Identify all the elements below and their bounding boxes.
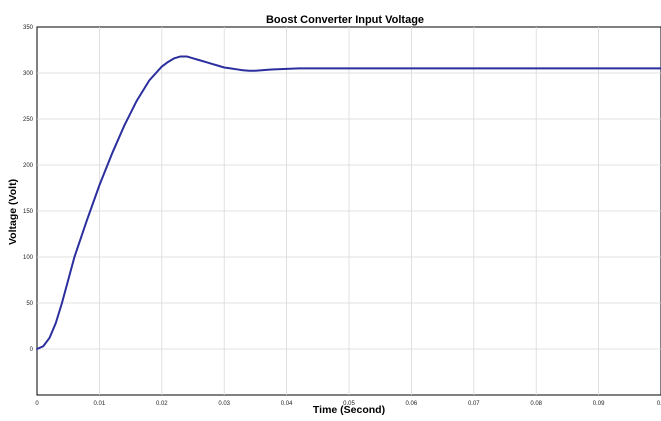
y-tick-label: 50 bbox=[26, 301, 33, 307]
tick-labels: 0 0.01 0.02 0.03 0.04 0.05 0.06 0.07 0.08 0.09 0.1… bbox=[23, 25, 661, 407]
x-tick-label: 0.1 bbox=[657, 401, 661, 407]
x-tick-label: 0.07 bbox=[468, 401, 480, 407]
y-tick-label: 250 bbox=[23, 117, 34, 123]
x-axis-label: Time (Second) bbox=[313, 404, 385, 416]
x-tick-label: 0.04 bbox=[281, 401, 293, 407]
series-layer bbox=[36, 55, 661, 350]
y-axis-label: Voltage (Volt) bbox=[7, 179, 19, 245]
y-tick-label: 200 bbox=[23, 163, 34, 169]
x-tick-label: 0.01 bbox=[94, 401, 106, 407]
x-tick-label: 0.02 bbox=[156, 401, 168, 407]
x-tick-label: 0.08 bbox=[530, 401, 542, 407]
grid-lines bbox=[37, 27, 661, 395]
y-tick-label: 150 bbox=[23, 209, 34, 215]
x-tick-label: 0.09 bbox=[593, 401, 605, 407]
x-tick-label: 0.03 bbox=[218, 401, 230, 407]
x-tick-label: 0.06 bbox=[406, 401, 418, 407]
y-tick-label: 100 bbox=[23, 255, 34, 261]
x-tick-label: 0 bbox=[35, 401, 39, 407]
y-tick-label: 300 bbox=[23, 71, 34, 77]
x-tick-label: 0.05 bbox=[343, 401, 355, 407]
y-tick-label: 350 bbox=[23, 25, 34, 31]
chart-title: Boost Converter Input Voltage bbox=[266, 14, 424, 26]
series-line-0 bbox=[36, 55, 661, 350]
y-tick-label: 0 bbox=[30, 347, 34, 353]
